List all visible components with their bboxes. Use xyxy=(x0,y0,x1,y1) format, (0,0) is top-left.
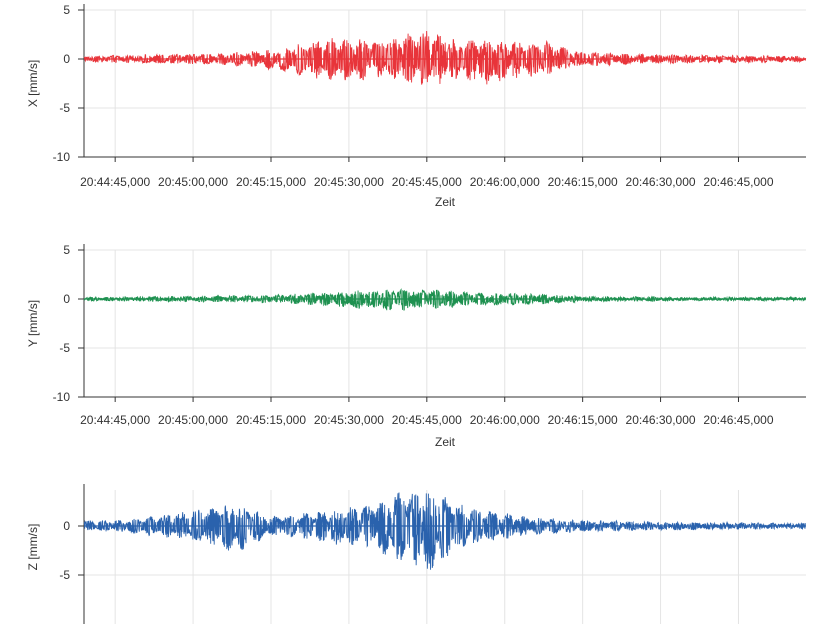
y-tick-label: 0 xyxy=(63,52,70,66)
x-tick-label: 20:45:00,000 xyxy=(158,175,228,189)
x-tick-label: 20:46:15,000 xyxy=(548,175,618,189)
x-tick-label: 20:46:45,000 xyxy=(703,413,773,427)
series-line xyxy=(83,492,807,570)
y-tick-label: 5 xyxy=(63,3,70,17)
x-tick-label: 20:45:15,000 xyxy=(236,175,306,189)
x-tick-label: 20:46:00,000 xyxy=(470,175,540,189)
x-tick-label: 20:46:00,000 xyxy=(470,413,540,427)
x-tick-label: 20:46:30,000 xyxy=(626,413,696,427)
y-tick-label: -5 xyxy=(59,568,70,582)
y-tick-label: 0 xyxy=(63,519,70,533)
x-tick-label: 20:45:00,000 xyxy=(158,413,228,427)
y-tick-label: -10 xyxy=(53,390,71,404)
y-tick-label: 5 xyxy=(63,243,70,257)
x-tick-label: 20:45:45,000 xyxy=(392,413,462,427)
y-axis-title: Z [mm/s] xyxy=(26,524,40,571)
chart-panel-3: 0 -5 Z [mm/s] xyxy=(26,484,807,624)
x-tick-label: 20:45:30,000 xyxy=(314,175,384,189)
y-tick-label: 0 xyxy=(63,292,70,306)
x-tick-label: 20:45:45,000 xyxy=(392,175,462,189)
x-tick-label: 20:46:30,000 xyxy=(626,175,696,189)
x-tick-label: 20:46:15,000 xyxy=(548,413,618,427)
y-axis-title: Y [mm/s] xyxy=(26,300,40,347)
series-line xyxy=(83,288,807,311)
y-tick-label: -5 xyxy=(59,101,70,115)
chart-panel-1: 5 0 -5 -10 X [mm/s] 20:44:45,000 20:45:00,000 2… xyxy=(26,3,807,209)
chart-panel-2: 5 0 -5 -10 Y [mm/s] 20:44:45,000 20:45:00,000 2… xyxy=(26,243,807,449)
x-axis-title: Zeit xyxy=(435,195,456,209)
x-tick-label: 20:44:45,000 xyxy=(80,175,150,189)
x-tick-label: 20:46:45,000 xyxy=(703,175,773,189)
y-tick-label: -5 xyxy=(59,341,70,355)
x-axis-title: Zeit xyxy=(435,435,456,449)
series-line xyxy=(83,30,807,85)
y-tick-label: -10 xyxy=(53,150,71,164)
x-tick-label: 20:45:15,000 xyxy=(236,413,306,427)
x-tick-label: 20:44:45,000 xyxy=(80,413,150,427)
y-axis-title: X [mm/s] xyxy=(26,60,40,107)
x-tick-label: 20:45:30,000 xyxy=(314,413,384,427)
